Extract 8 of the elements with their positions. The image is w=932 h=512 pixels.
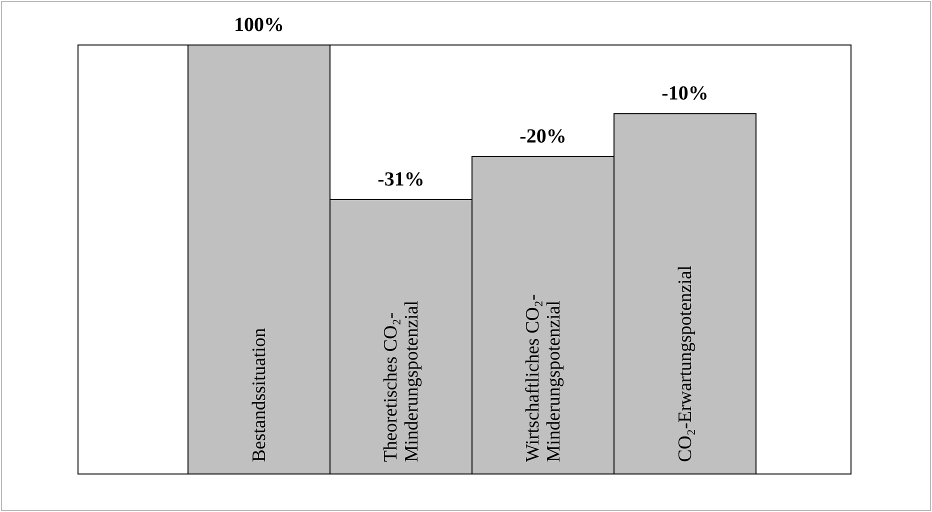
x-tick-label: Theoretisches CO₂-Minderungspotenzial: [380, 300, 422, 462]
annotation: -31%: [378, 168, 424, 190]
annotation: -20%: [520, 126, 566, 148]
annotation: 100%: [234, 14, 284, 36]
x-tick-label: Wirtschaftliches CO₂-Minderungspotenzial: [522, 294, 564, 462]
x-tick-label: Bestandssituation: [249, 327, 270, 462]
annotation: -10%: [662, 82, 708, 105]
x-tick-label: CO₂-Erwartungspotenzial: [675, 265, 696, 462]
